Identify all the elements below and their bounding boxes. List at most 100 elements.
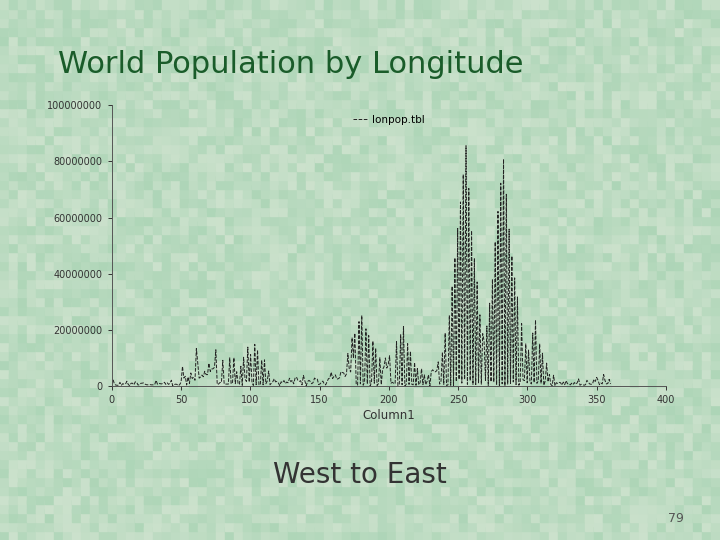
Bar (342, 202, 356, 216)
Bar (540, 274, 554, 288)
Bar (414, 364, 428, 378)
Bar (477, 436, 490, 450)
Bar (207, 212, 220, 225)
Bar (693, 274, 706, 288)
Bar (45, 40, 58, 54)
Bar (9, 374, 22, 387)
Bar (81, 0, 94, 9)
Bar (333, 40, 346, 54)
Bar (531, 509, 544, 522)
Bar (225, 23, 238, 36)
Bar (207, 230, 220, 243)
Bar (270, 58, 284, 72)
Bar (225, 85, 238, 99)
Bar (513, 401, 526, 414)
Bar (522, 463, 536, 477)
Bar (396, 418, 410, 432)
Bar (72, 256, 86, 270)
Bar (207, 185, 220, 198)
Bar (0, 436, 14, 450)
Bar (666, 58, 680, 72)
Bar (153, 374, 166, 387)
Bar (702, 166, 716, 180)
Bar (630, 4, 644, 18)
lonpop.tbl (581, 381, 590, 388)
Bar (234, 482, 248, 495)
Bar (315, 482, 328, 495)
Bar (414, 230, 428, 243)
Bar (189, 284, 202, 297)
Bar (0, 23, 14, 36)
Bar (657, 158, 670, 171)
Bar (576, 77, 590, 90)
Bar (180, 274, 194, 288)
Bar (504, 148, 518, 162)
Bar (396, 176, 410, 189)
Bar (405, 185, 418, 198)
Bar (36, 455, 50, 468)
Bar (153, 239, 166, 252)
Bar (504, 347, 518, 360)
Bar (153, 301, 166, 315)
Bar (189, 148, 202, 162)
Bar (198, 490, 212, 504)
Bar (135, 139, 148, 153)
Bar (711, 148, 720, 162)
Bar (252, 230, 266, 243)
Bar (378, 256, 392, 270)
Bar (648, 77, 662, 90)
Bar (594, 239, 608, 252)
Bar (162, 23, 176, 36)
Bar (81, 122, 94, 135)
Bar (0, 310, 14, 324)
Bar (288, 31, 302, 45)
Bar (54, 58, 68, 72)
Bar (423, 104, 436, 117)
Bar (522, 266, 536, 279)
Bar (54, 247, 68, 261)
Bar (432, 85, 446, 99)
Bar (162, 202, 176, 216)
Bar (99, 482, 112, 495)
Bar (621, 364, 634, 378)
Bar (225, 338, 238, 351)
Bar (531, 266, 544, 279)
Bar (333, 256, 346, 270)
Bar (0, 463, 14, 477)
Bar (567, 68, 580, 81)
Bar (18, 166, 32, 180)
Bar (495, 58, 508, 72)
Bar (486, 409, 500, 423)
Bar (297, 418, 310, 432)
Bar (198, 40, 212, 54)
Bar (432, 58, 446, 72)
Bar (180, 212, 194, 225)
Bar (603, 139, 616, 153)
Bar (36, 31, 50, 45)
Bar (72, 436, 86, 450)
Bar (639, 31, 652, 45)
Bar (414, 77, 428, 90)
Bar (135, 293, 148, 306)
Bar (333, 112, 346, 126)
Bar (558, 374, 572, 387)
Bar (513, 409, 526, 423)
Bar (558, 40, 572, 54)
Bar (387, 490, 400, 504)
Bar (27, 112, 40, 126)
Bar (486, 212, 500, 225)
Bar (63, 185, 76, 198)
Bar (351, 176, 364, 189)
Bar (684, 158, 698, 171)
Bar (684, 185, 698, 198)
Bar (693, 112, 706, 126)
Bar (423, 347, 436, 360)
Bar (378, 212, 392, 225)
Bar (567, 274, 580, 288)
Bar (621, 355, 634, 369)
Bar (72, 14, 86, 27)
Bar (657, 301, 670, 315)
Bar (423, 247, 436, 261)
Bar (549, 320, 562, 333)
Bar (603, 158, 616, 171)
